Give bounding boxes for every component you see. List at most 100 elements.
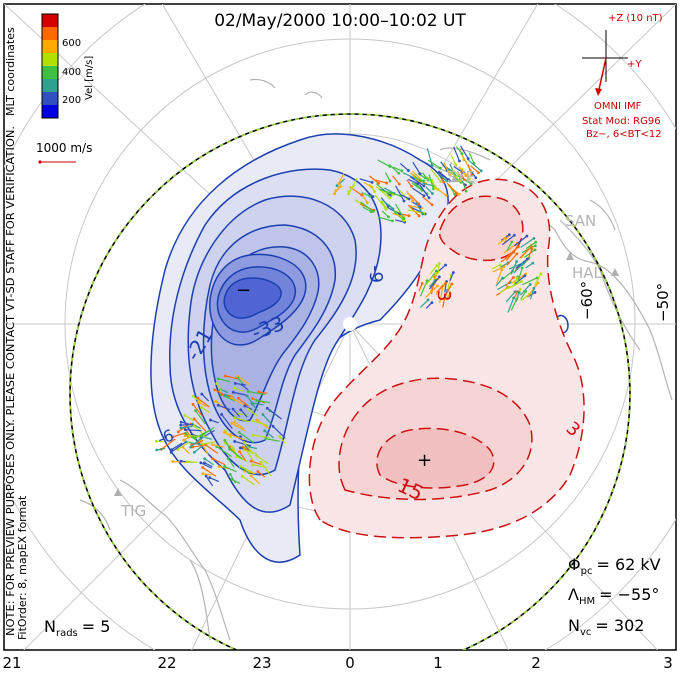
velocity-vector-origin (512, 296, 516, 300)
velocity-vector-origin (467, 177, 471, 181)
colorbar-segment (42, 66, 58, 80)
velocity-vector (419, 184, 430, 199)
velocity-vector (239, 451, 246, 461)
velocity-vector (449, 272, 454, 281)
velocity-vector-origin (201, 472, 205, 476)
velocity-vector-origin (223, 464, 227, 468)
velocity-vector (437, 263, 440, 274)
velocity-vector (375, 179, 387, 184)
velocity-vector (388, 163, 400, 174)
velocity-vector (217, 378, 231, 383)
velocity-vector-origin (347, 192, 351, 196)
velocity-vector (412, 173, 421, 182)
velocity-vector (500, 262, 509, 268)
velocity-vector (519, 284, 531, 296)
velocity-vector-origin (391, 219, 394, 223)
pole-marker (343, 317, 357, 331)
station-label-tig: TIG (120, 502, 146, 520)
velocity-vector (501, 234, 515, 246)
velocity-vector-origin (444, 293, 447, 297)
velocity-vector-origin (213, 388, 217, 392)
velocity-vector-origin (418, 172, 422, 176)
velocity-vector-origin (402, 199, 406, 203)
velocity-vector (520, 237, 535, 248)
velocity-vector-origin (232, 386, 236, 390)
contour-label-pos-1: 3 (433, 290, 454, 301)
velocity-vector (369, 175, 379, 184)
velocity-colorbar: 600 400 200 Vel [m/s] (41, 13, 95, 119)
velocity-vector-origin (230, 477, 234, 481)
velocity-vector (221, 414, 233, 429)
velocity-vector-origin (211, 457, 214, 461)
velocity-vector (431, 178, 436, 189)
velocity-vector (399, 163, 409, 172)
velocity-vector-origin (216, 403, 220, 407)
velocity-vector (193, 418, 207, 432)
velocity-vector (467, 159, 482, 172)
velocity-vector (199, 440, 209, 456)
velocity-vector-origin (242, 441, 246, 444)
velocity-vector (204, 462, 213, 468)
velocity-vector-origin (426, 178, 430, 182)
velocity-vector-origin (241, 445, 245, 449)
velocity-vector (377, 159, 391, 168)
velocity-vector (233, 387, 244, 392)
velocity-vector (212, 458, 226, 466)
velocity-vector-origin (520, 280, 523, 283)
velocity-vector (250, 460, 262, 466)
velocity-vector-origin (233, 382, 237, 385)
velocity-vector (197, 397, 210, 408)
velocity-vector (505, 277, 514, 287)
velocity-vector (461, 180, 467, 192)
velocity-vector-origin (530, 247, 534, 251)
velocity-vector-origin (536, 281, 540, 285)
velocity-vector (525, 262, 534, 269)
velocity-vector (382, 199, 394, 210)
velocity-vector (362, 206, 372, 213)
velocity-vector (170, 441, 186, 453)
velocity-vector (392, 166, 403, 172)
velocity-vector (177, 440, 191, 450)
velocity-vector (201, 427, 215, 437)
velocity-vector-origin (513, 290, 517, 294)
velocity-vector (201, 407, 210, 413)
velocity-vector (534, 273, 542, 286)
velocity-vector (194, 410, 206, 425)
velocity-vector (359, 178, 373, 183)
velocity-vector (255, 455, 269, 465)
colorbar-segment (42, 14, 58, 28)
velocity-vector (205, 444, 218, 454)
velocity-vector-origin (261, 413, 265, 416)
velocity-vector (514, 235, 528, 247)
velocity-vector (257, 471, 266, 478)
velocity-vector-origin (431, 192, 434, 195)
colorbar-segment (42, 53, 58, 67)
velocity-vector (242, 467, 251, 475)
velocity-vector (234, 421, 245, 430)
velocity-vector-origin (224, 393, 227, 397)
velocity-vector (461, 167, 470, 180)
velocity-vector-origin (407, 197, 411, 201)
velocity-vector-origin (448, 179, 452, 183)
velocity-vector-origin (512, 276, 515, 279)
velocity-vector (202, 473, 212, 476)
velocity-vector-origin (515, 260, 519, 263)
velocity-vector-origin (179, 423, 183, 427)
velocity-vector-origin (245, 394, 249, 398)
velocity-vector-origin (532, 286, 536, 290)
velocity-vector-origin (216, 377, 220, 381)
velocity-vector-origin (515, 297, 519, 301)
velocity-vector (425, 272, 437, 286)
velocity-vector-origin (203, 461, 206, 465)
velocity-vector-origin (155, 448, 159, 452)
velocity-vector (428, 174, 435, 189)
velocity-vector-origin (464, 174, 468, 178)
mlt-tick-3: 3 (663, 654, 673, 672)
velocity-vector-origin (531, 261, 535, 265)
velocity-vector (378, 216, 393, 222)
velocity-vector-origin (234, 455, 238, 458)
velocity-vector-origin (239, 408, 243, 412)
velocity-vector-origin (422, 179, 426, 183)
velocity-vector-origin (532, 236, 536, 240)
velocity-vector (402, 172, 415, 179)
